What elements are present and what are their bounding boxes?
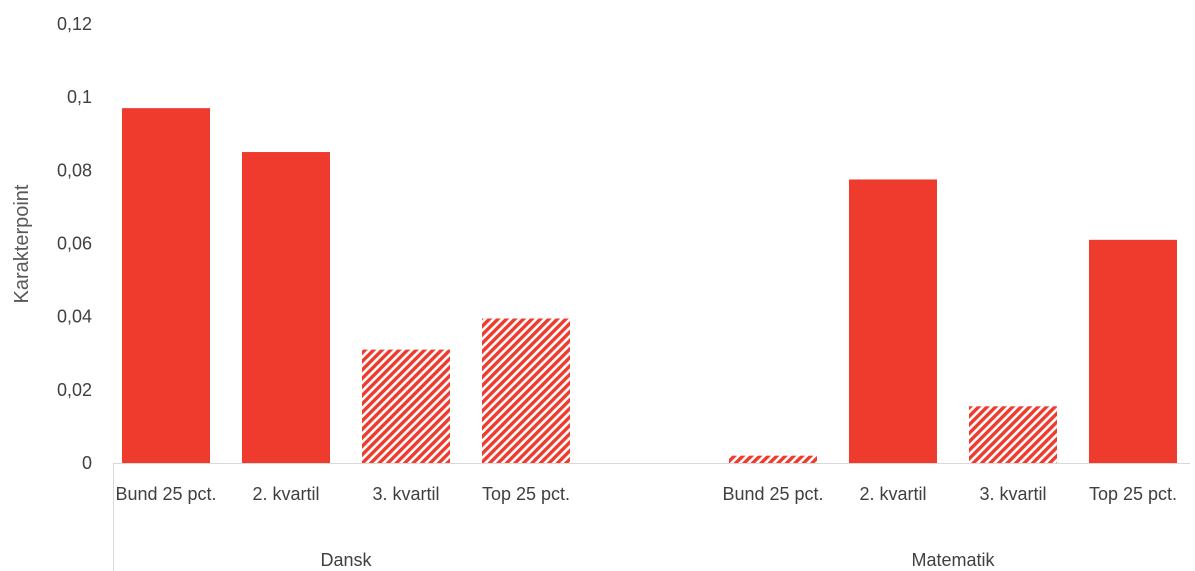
y-axis-label: Karakterpoint [11,184,33,303]
category-label: Top 25 pct. [482,484,570,504]
category-label: Bund 25 pct. [115,484,216,504]
category-label: Top 25 pct. [1089,484,1177,504]
y-tick-label: 0,1 [67,87,92,107]
x-axis [113,463,1190,571]
bar-matematik-3 [969,406,1057,463]
category-label: 2. kvartil [252,484,319,504]
y-tick-label: 0,04 [57,307,92,327]
y-tick-label: 0,02 [57,380,92,400]
group-label: Dansk [320,550,372,570]
category-label: 2. kvartil [859,484,926,504]
bar-matematik-1 [729,455,817,463]
category-label: 3. kvartil [979,484,1046,504]
y-tick-label: 0,08 [57,160,92,180]
bars [122,108,1177,464]
y-tick-label: 0,12 [57,14,92,34]
bar-matematik-2 [849,179,937,463]
bar-matematik-4 [1089,239,1177,463]
y-axis-ticks: 0 0,02 0,04 0,06 0,08 0,1 0,12 [57,14,92,473]
y-tick-label: 0,06 [57,234,92,254]
bar-dansk-1 [122,108,210,464]
group-label: Matematik [911,550,995,570]
category-label: Bund 25 pct. [722,484,823,504]
bar-dansk-4 [482,318,570,463]
x-axis-labels: Bund 25 pct. 2. kvartil 3. kvartil Top 25 p… [115,484,1177,570]
bar-dansk-3 [362,349,450,463]
bar-dansk-2 [242,152,330,463]
y-tick-label: 0 [82,453,92,473]
category-label: 3. kvartil [372,484,439,504]
